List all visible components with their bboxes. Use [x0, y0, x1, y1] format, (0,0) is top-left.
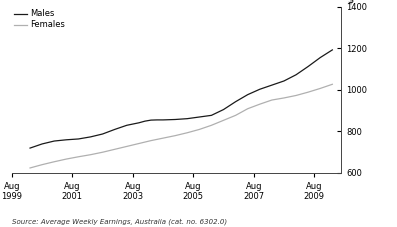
Males	[88, 136, 93, 138]
Females	[197, 128, 202, 131]
Females	[281, 97, 286, 99]
Males	[221, 108, 226, 111]
Males	[155, 118, 160, 121]
Males	[270, 84, 274, 86]
Males	[112, 128, 117, 131]
Females	[161, 137, 166, 140]
Females	[185, 131, 190, 134]
Males	[148, 119, 153, 121]
Males	[306, 65, 310, 68]
Males	[233, 100, 238, 103]
Males	[294, 73, 299, 76]
Males	[52, 140, 57, 142]
Males	[28, 147, 33, 149]
Males	[245, 93, 250, 96]
Females	[270, 99, 274, 101]
Females	[209, 124, 214, 127]
Females	[137, 142, 141, 145]
Males	[197, 116, 202, 118]
Females	[76, 155, 81, 158]
Females	[28, 167, 33, 169]
Females	[52, 160, 57, 163]
Text: $: $	[347, 0, 353, 4]
Males	[173, 118, 177, 121]
Females	[148, 139, 153, 142]
Males	[124, 124, 129, 127]
Females	[330, 83, 335, 86]
Males	[161, 118, 166, 121]
Males	[318, 56, 323, 59]
Females	[318, 87, 323, 90]
Males	[191, 116, 196, 119]
Females	[221, 119, 226, 122]
Males	[143, 120, 147, 123]
Females	[306, 91, 310, 94]
Females	[173, 134, 177, 137]
Females	[100, 151, 105, 154]
Females	[257, 103, 262, 106]
Males	[185, 117, 190, 120]
Line: Females: Females	[30, 84, 332, 168]
Females	[112, 148, 117, 151]
Males	[76, 138, 81, 140]
Males	[100, 133, 105, 135]
Males	[257, 88, 262, 91]
Females	[294, 94, 299, 97]
Females	[88, 153, 93, 156]
Males	[137, 121, 141, 124]
Males	[330, 49, 335, 51]
Females	[64, 158, 69, 160]
Males	[281, 80, 286, 82]
Males	[64, 138, 69, 141]
Females	[124, 145, 129, 148]
Text: Source: Average Weekly Earnings, Australia (cat. no. 6302.0): Source: Average Weekly Earnings, Austral…	[12, 218, 227, 225]
Line: Males: Males	[30, 50, 332, 148]
Females	[233, 114, 238, 117]
Females	[40, 163, 44, 166]
Legend: Males, Females: Males, Females	[13, 8, 66, 30]
Females	[245, 107, 250, 110]
Males	[40, 143, 44, 145]
Males	[209, 114, 214, 117]
